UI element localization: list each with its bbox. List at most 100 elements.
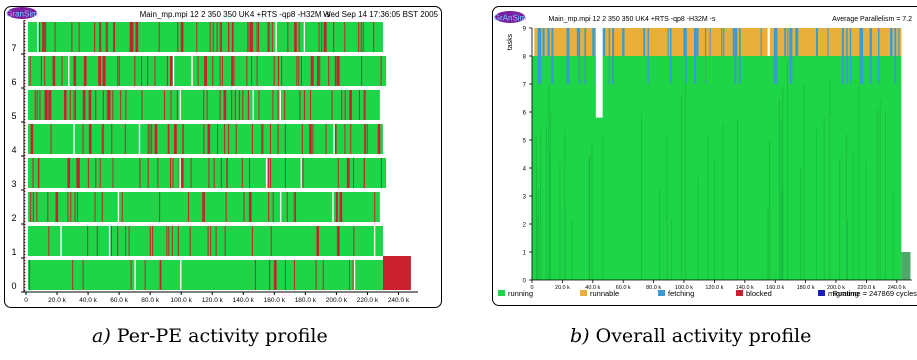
pe-5-blocked-mark [223, 90, 227, 120]
caption-a: a) Per-PE activity profile [92, 325, 328, 347]
running-texture-mark [737, 119, 738, 280]
pe-5-blocked-mark [82, 90, 86, 120]
pe-7-blocked-mark [158, 22, 160, 52]
pe-6-blocked-mark [298, 56, 300, 86]
pe-1-blocked-mark [353, 226, 355, 256]
pe-7-blocked-mark [271, 22, 273, 52]
pe-6-blocked-mark [61, 56, 63, 86]
chart-a-x-tick-label: 220.0 k [357, 297, 379, 304]
pe-4-blocked-mark [168, 124, 170, 154]
fetching-mark [859, 28, 862, 56]
pe-2-blocked-mark [268, 192, 270, 222]
caption-b-letter: b) [570, 325, 590, 347]
pe-7-blocked-mark [373, 22, 375, 52]
pe-7-blocked-mark [212, 22, 214, 52]
pe-2-blocked-mark [286, 192, 288, 222]
pe-3-blocked-mark [77, 158, 80, 188]
pe-4-blocked-mark [30, 124, 34, 154]
pe-5-blocked-mark [310, 90, 312, 120]
chart-b-y-tick-label: 0 [523, 279, 527, 285]
pe-5-blocked-mark [219, 90, 221, 120]
pe-5-blocked-mark [141, 90, 143, 120]
pe-7-blocked-mark [219, 22, 221, 52]
running-texture-mark [823, 116, 825, 280]
legend-item-blocked: blocked [736, 289, 772, 298]
running-texture-mark [892, 189, 894, 280]
pe-2-blocked-mark [188, 192, 190, 222]
pe-row-6 [28, 56, 387, 86]
fetching-mark [776, 28, 778, 84]
pe-6-blocked-mark [310, 56, 312, 86]
pe-6-blocked-mark [328, 56, 330, 86]
fetching-mark [787, 28, 789, 56]
pe-7-blocked-mark [94, 22, 96, 52]
legend-item-runnable: runnable [580, 289, 619, 298]
pe-3-blocked-mark [38, 158, 40, 188]
pe-7-blocked-mark [136, 22, 138, 52]
pe-3-blocked-mark [270, 158, 272, 188]
pe-7-blocked-mark [106, 22, 108, 52]
pe-6-blocked-mark [29, 56, 31, 86]
pe-6-blocked-mark [231, 56, 233, 86]
pe-2-blocked-mark [30, 192, 32, 222]
running-texture-mark [588, 159, 590, 280]
pe-7-blocked-mark [99, 22, 101, 52]
running-texture-mark [540, 129, 542, 280]
pe-2-blocked-mark [101, 192, 103, 222]
pe-6-running-bar [28, 56, 387, 86]
pe-4-blocked-mark [154, 124, 158, 154]
chart-b-y-tick-label: 7 [523, 83, 527, 89]
chart-a-x-tick-label: 140.0 k [233, 297, 255, 304]
overall-activity-panel: GrAnSim Main_mp.mpi 12 2 350 350 UK4 +RTS… [468, 0, 917, 310]
fetching-mark [592, 28, 595, 56]
pe-6-blocked-mark [98, 56, 101, 86]
pe-5-blocked-mark [120, 90, 122, 120]
pe-1-blocked-mark [189, 226, 191, 256]
chart-b-y-tick-label: 1 [523, 251, 527, 257]
pe-7-blocked-mark [251, 22, 253, 52]
pe-row-3 [28, 158, 387, 188]
chart-b-x-tick-label: 80.0 k [646, 285, 661, 291]
pe-6-blocked-mark [204, 56, 207, 86]
pe-row-4 [28, 124, 383, 154]
running-texture-mark [846, 221, 848, 280]
pe-5-blocked-mark [74, 90, 76, 120]
pe-1-blocked-mark [171, 226, 173, 256]
pe-6-blocked-mark [205, 56, 207, 86]
pe-6-blocked-mark [334, 56, 336, 86]
pe-1-idle-gap [373, 226, 376, 256]
caption-b: b) Overall activity profile [570, 325, 811, 347]
pe-4-blocked-mark [151, 124, 153, 154]
pe-7-idle-gap [275, 22, 277, 52]
pe-7-blocked-mark [344, 22, 346, 52]
chart-b-x-tick-label: 20.0 k [555, 285, 570, 291]
pe-4-blocked-mark [88, 124, 92, 154]
pe-3-blocked-mark [346, 158, 350, 188]
pe-1-blocked-mark [177, 226, 179, 256]
chart-b-y-tick-label: 4 [523, 167, 527, 173]
pe-4-blocked-mark [147, 124, 149, 154]
pe-6-blocked-mark [83, 56, 87, 86]
pe-4-blocked-mark [228, 124, 230, 154]
pe-5-blocked-mark [47, 90, 49, 120]
legend-item-fetching: fetching [658, 289, 694, 298]
fetching-mark [721, 28, 723, 56]
chart-b-x-tick-label: 120.0 k [705, 285, 723, 291]
pe-3-running-bar [28, 158, 387, 188]
pe-6-blocked-mark [311, 56, 314, 86]
pe-6-blocked-mark [117, 56, 119, 86]
pe-4-blocked-mark [203, 124, 205, 154]
chart-b-x-tick-label: 40.0 k [585, 285, 600, 291]
pe-1-blocked-mark [316, 226, 320, 256]
pe-4-blocked-mark [344, 124, 346, 154]
pe-6-blocked-mark [232, 56, 234, 86]
pe-7-blocked-mark [298, 22, 300, 52]
chart-a-y-tick-label: 3 [11, 179, 16, 189]
overall-activity-chart: GrAnSim Main_mp.mpi 12 2 350 350 UK4 +RTS… [494, 11, 917, 298]
pe-4-idle-gap [73, 124, 75, 154]
pe-6-blocked-mark [251, 56, 253, 86]
pe-6-blocked-mark [300, 56, 302, 86]
pe-7-blocked-mark [105, 22, 107, 52]
pe-3-blocked-mark [302, 158, 304, 188]
pe-7-blocked-mark [232, 22, 234, 52]
